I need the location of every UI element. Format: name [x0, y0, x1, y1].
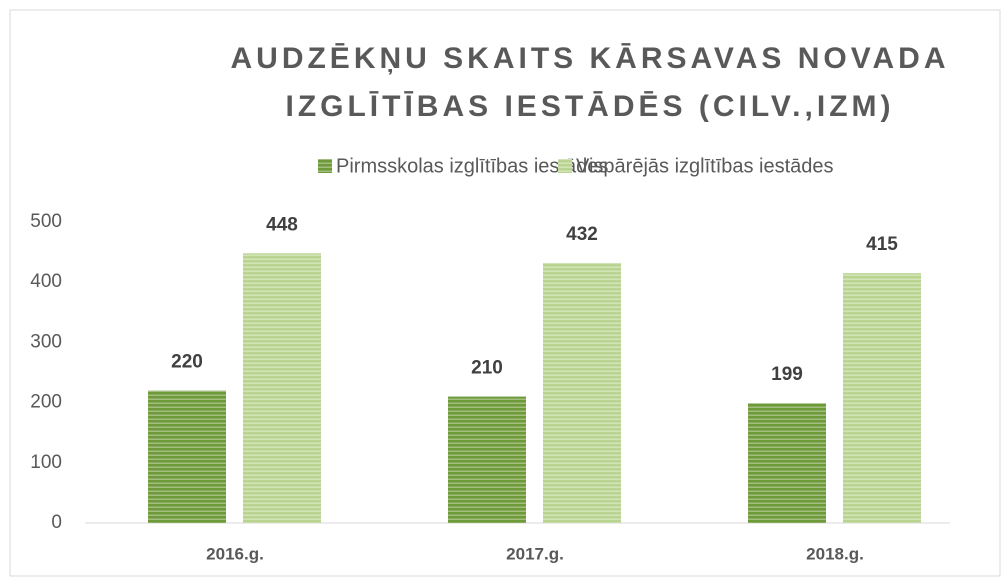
chart-title: AUDZĒKŅU SKAITS KĀRSAVAS NOVADA [230, 42, 949, 75]
y-tick-label: 200 [30, 392, 62, 413]
bar [148, 390, 226, 523]
x-tick-label: 2017.g. [506, 544, 564, 563]
data-label: 210 [471, 358, 503, 379]
bar [748, 403, 826, 523]
legend-swatch [318, 159, 332, 173]
bar [843, 273, 921, 523]
data-label: 199 [771, 364, 803, 385]
y-tick-label: 100 [30, 452, 62, 473]
legend-swatch [558, 159, 572, 173]
bar [243, 253, 321, 523]
bar [543, 262, 621, 523]
chart-title: IZGLĪTĪBAS IESTĀDĒS (CILV.,IZM) [285, 90, 894, 123]
data-label: 220 [171, 352, 203, 373]
data-label: 432 [566, 224, 598, 245]
y-tick-label: 500 [30, 211, 62, 232]
y-tick-label: 400 [30, 271, 62, 292]
x-tick-label: 2016.g. [206, 544, 264, 563]
y-tick-label: 300 [30, 331, 62, 352]
data-label: 448 [266, 214, 298, 235]
x-tick-label: 2018.g. [806, 544, 864, 563]
data-label: 415 [866, 234, 898, 255]
legend-label: Pirmsskolas izglītības iestādes [336, 155, 608, 177]
bar [448, 396, 526, 523]
legend-label: Vispārējās izglītības iestādes [576, 155, 834, 177]
y-tick-label: 0 [51, 512, 62, 533]
